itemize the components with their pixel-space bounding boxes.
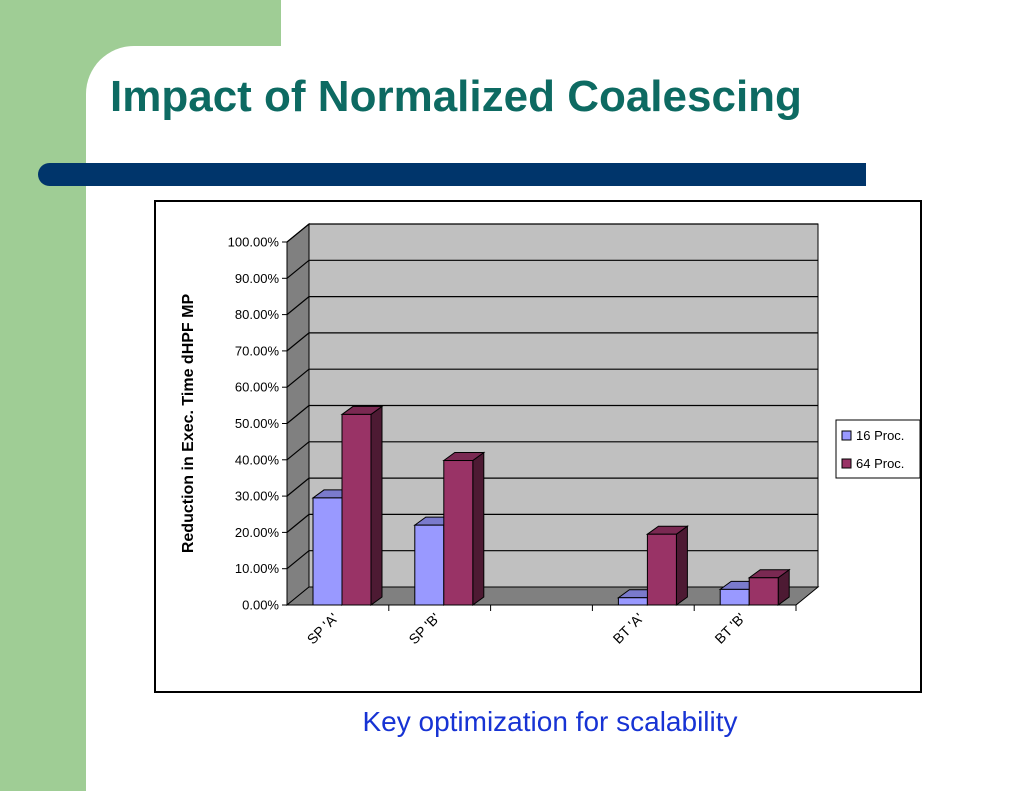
bar-1 [341, 413, 372, 606]
title-divider-bar [38, 163, 866, 186]
y-tick-label: 20.00% [235, 525, 280, 540]
y-tick-label: 100.00% [228, 235, 280, 250]
slide-title: Impact of Normalized Coalescing [110, 72, 802, 121]
gridline [286, 477, 818, 497]
x-tick-label: BT 'A' [610, 610, 647, 647]
x-tick-label: SP 'B' [405, 610, 442, 647]
gridline [286, 259, 818, 279]
bar-0 [719, 588, 750, 606]
y-tick-label: 60.00% [235, 380, 280, 395]
gridline [286, 404, 818, 424]
gridline [286, 223, 818, 243]
gridline [286, 332, 818, 352]
y-tick-label: 50.00% [235, 416, 280, 431]
bar-0 [617, 597, 648, 606]
y-axis-label: Reduction in Exec. Time dHPF MP [180, 294, 197, 554]
bar-1 [646, 533, 677, 606]
bar-0 [312, 497, 343, 606]
bar-1 [748, 577, 779, 606]
gridline [286, 441, 818, 461]
bar-chart: 0.00% 10.00% 20.00% 30.00% 40.00% 50.00% 60.00… [180, 222, 920, 647]
y-tick-label: 0.00% [242, 598, 279, 613]
legend-swatch [841, 458, 852, 469]
chart-frame: 0.00% 10.00% 20.00% 30.00% 40.00% 50.00% 60.00… [154, 200, 922, 693]
gridline [286, 513, 818, 533]
y-tick-label: 10.00% [235, 561, 280, 576]
legend-label: 64 Proc. [856, 456, 904, 471]
y-tick-label: 80.00% [235, 307, 280, 322]
background-accent-strip [0, 0, 86, 791]
gridline [286, 295, 818, 316]
legend-swatch [841, 430, 852, 441]
bar-side [675, 525, 688, 606]
legend-label: 16 Proc. [856, 428, 904, 443]
bar-side [370, 405, 383, 606]
bar-1 [443, 460, 474, 606]
x-tick-label: SP 'A' [304, 610, 341, 647]
bar-side [472, 451, 485, 606]
gridline [286, 368, 818, 388]
y-tick-label: 90.00% [235, 271, 280, 286]
y-tick-label: 30.00% [235, 489, 280, 504]
x-tick-label: BT 'B' [711, 610, 748, 647]
slide-caption: Key optimization for scalability [362, 706, 738, 737]
bar-0 [414, 524, 445, 606]
y-tick-label: 40.00% [235, 452, 280, 467]
y-tick-label: 70.00% [235, 343, 280, 358]
